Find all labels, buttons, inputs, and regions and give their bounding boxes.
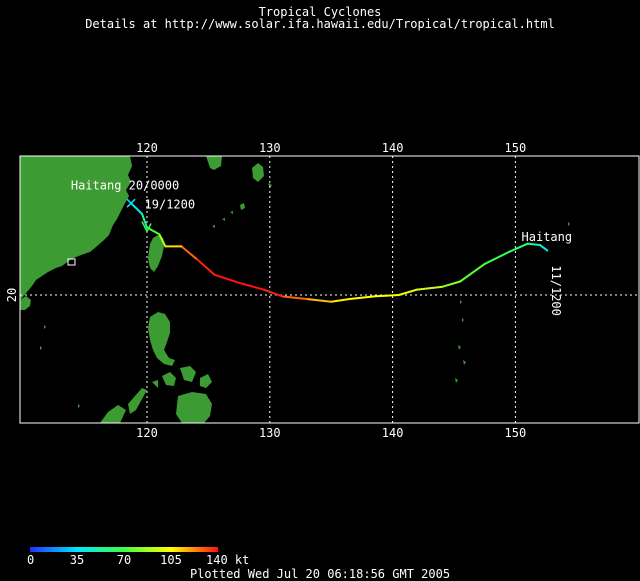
track-segment [141,213,148,229]
map-title: Tropical Cyclones [258,5,382,19]
hainan-island [20,296,31,310]
luzon-island [148,312,175,366]
track-segment [238,281,265,291]
map-frame [19,155,640,424]
track-markers [126,198,152,234]
track-segment [305,298,333,303]
lon-tick-top-120: 120 [136,141,158,155]
legend-tick-4: 140 kt [206,553,249,567]
track-segment [397,288,419,296]
lon-tick-top-140: 140 [382,141,404,155]
track-segment [330,298,351,303]
track-segment [213,273,241,284]
lon-tick-top-130: 130 [259,141,281,155]
lon-tick-top-150: 150 [505,141,527,155]
storm-track [130,202,549,303]
track-segment [281,295,308,301]
label-time-2: Haitang 20/0000 [71,179,179,193]
palawan-island [128,388,147,414]
legend-tick-0: 0 [27,553,34,567]
legend-tick-2: 70 [117,553,131,567]
track-segment [416,285,443,291]
korea-peninsula [206,156,222,170]
track-segment [195,257,216,276]
legend-ticks: 0 35 70 105 140 kt [27,553,249,567]
ryukyu-islands [212,183,272,228]
land-masses [20,156,570,423]
track-segment [459,262,486,283]
label-name-0: Haitang [522,230,573,244]
label-time-3: 19/1200 [145,198,196,212]
track-segment [440,280,462,288]
track-segment [483,250,511,265]
pratas-island [67,258,76,266]
borneo-corner [100,405,126,423]
kyushu-island [252,163,264,182]
tick-labels: 120 120 130 130 140 140 150 150 20 [5,141,526,440]
visayas-islands [152,366,212,388]
lat-tick-20: 20 [5,288,19,302]
lon-tick-bottom-130: 130 [259,426,281,440]
track-segment [158,233,167,248]
lon-tick-bottom-120: 120 [136,426,158,440]
track-segment [373,294,400,298]
track-segment [348,295,376,301]
track-segment [508,242,529,253]
lon-tick-bottom-150: 150 [505,426,527,440]
track-segment [526,242,541,247]
legend-tick-3: 105 [160,553,182,567]
current-position-marker [126,198,136,208]
lon-tick-bottom-140: 140 [382,426,404,440]
track-labels: Haitang 11/1200 Haitang 20/0000 19/1200 [71,179,572,316]
map-subtitle: Details at http://www.solar.ifa.hawaii.e… [85,17,555,31]
track-segment [538,244,549,252]
plot-timestamp: Plotted Wed Jul 20 06:18:56 GMT 2005 [189,567,451,581]
legend-colorbar [30,547,218,552]
legend-tick-1: 35 [70,553,84,567]
track-segment [180,245,198,260]
graticule [20,156,639,423]
intensity-legend: 0 35 70 105 140 kt [27,547,249,567]
pacific-islets [40,222,570,408]
mainland-china [20,156,132,300]
mindanao-island [176,392,212,423]
position-12h-marker [141,221,152,234]
taiwan-island [148,235,164,272]
label-start-time: 11/1200 [549,265,563,316]
track-segment [262,288,284,298]
